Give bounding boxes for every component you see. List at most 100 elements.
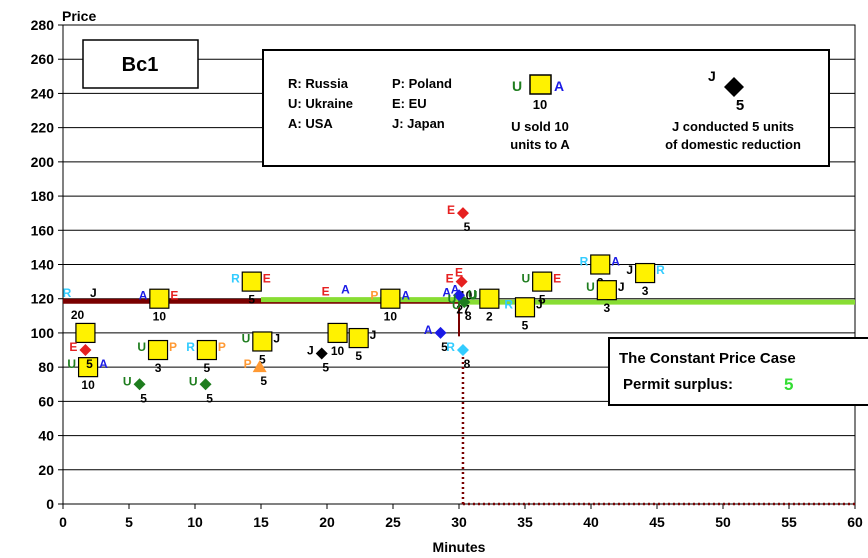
trade-seller-label: U [242, 331, 251, 345]
x-tick-label: 40 [583, 514, 599, 530]
legend-entry: E: EU [392, 96, 427, 111]
trade-quantity-label: 5 [522, 318, 529, 332]
x-tick-label: 60 [847, 514, 863, 530]
info-box-surplus-label: Permit surplus: [623, 376, 733, 393]
trade-seller-label: R [186, 340, 195, 354]
legend-reduction-diamond [724, 77, 744, 97]
trade-seller-label: A [139, 289, 148, 303]
trade-marker [348, 327, 369, 349]
trade-buyer-label: P [169, 340, 177, 354]
reduction-marker [455, 275, 468, 288]
trade-marker [149, 288, 170, 309]
y-tick-label: 80 [38, 359, 54, 375]
loose-label: U [468, 288, 477, 302]
reduction-country-label: E [69, 340, 77, 354]
x-tick-label: 35 [517, 514, 533, 530]
reduction-marker [456, 344, 469, 357]
legend-reduction-caption: of domestic reduction [665, 137, 801, 152]
reduction-country-label: R [446, 340, 455, 354]
x-tick-label: 55 [781, 514, 797, 530]
trade-quantity-label: 3 [642, 284, 649, 298]
trade-seller-label: U [67, 357, 76, 371]
legend-trade-seller: U [512, 78, 522, 94]
y-tick-label: 220 [31, 120, 55, 136]
trade-buyer-label: J [273, 331, 280, 345]
trade-buyer-label: E [263, 272, 271, 286]
trade-buyer-label: A [99, 357, 108, 371]
legend-entry: J: Japan [392, 116, 445, 131]
trade-quantity-label: 10 [331, 344, 345, 358]
trade-marker [635, 262, 656, 284]
legend-trade-square [529, 74, 552, 95]
trade-marker [532, 271, 553, 292]
reduction-country-label: A [442, 285, 451, 299]
info-box-title: The Constant Price Case [619, 350, 796, 367]
trade-seller-label: U [137, 340, 146, 354]
trade-marker [514, 297, 536, 318]
chart-marks: UA10AE10UP3RP5RE5UJ510J5PA10U2RJ5UE5RA3U… [63, 203, 665, 405]
reduction-quantity-label: 5 [441, 340, 448, 354]
y-tick-label: 160 [31, 222, 55, 238]
y-axis-title: Price [62, 8, 96, 24]
y-tick-label: 120 [31, 291, 55, 307]
trade-seller-label: R [504, 297, 513, 311]
trade-quantity-label: 5 [204, 361, 211, 375]
trade-buyer-label: E [170, 289, 178, 303]
reduction-quantity-label: 5 [140, 391, 147, 405]
trade-marker [596, 280, 617, 301]
loose-label: A [341, 283, 350, 297]
trade-buyer-label: R [656, 263, 665, 277]
trade-buyer-label: E [553, 272, 561, 286]
trade-buyer-label: A [611, 255, 620, 269]
reduction-quantity-label: 5 [206, 391, 213, 405]
trade-quantity-label: 3 [155, 361, 162, 375]
y-axis-ticks: 0 20 40 60 80 100 120 140 160 180 200 220 240 260 280 [31, 17, 63, 512]
legend-reduction-caption: J conducted 5 units [672, 119, 794, 134]
chart-title: Bc1 [122, 54, 159, 76]
x-tick-label: 30 [451, 514, 467, 530]
reduction-country-label: J [307, 343, 314, 357]
x-tick-label: 15 [253, 514, 269, 530]
loose-label: E [322, 284, 330, 298]
loose-label: A [451, 283, 460, 297]
reduction-marker [79, 344, 92, 357]
y-tick-label: 260 [31, 51, 55, 67]
trade-seller-label: U [586, 280, 595, 294]
trade-buyer-label: J [536, 297, 543, 311]
legend-entry: P: Poland [392, 76, 452, 91]
trade-marker [380, 288, 401, 309]
reduction-quantity-label: 8 [465, 309, 472, 323]
x-tick-label: 50 [715, 514, 731, 530]
chart-title-box: Bc1 [82, 39, 199, 89]
x-tick-label: 45 [649, 514, 665, 530]
trade-buyer-label: P [218, 340, 226, 354]
legend-trade-caption: units to A [510, 137, 570, 152]
trade-marker [77, 357, 99, 378]
trade-seller-label: R [231, 272, 240, 286]
x-tick-label: 20 [319, 514, 335, 530]
trade-marker [479, 288, 500, 309]
legend-reduction-quantity: 5 [736, 97, 744, 114]
trade-marker [590, 254, 611, 275]
loose-label: 20 [71, 308, 85, 322]
reduction-country-label: E [447, 203, 455, 217]
reduction-marker [458, 296, 471, 309]
y-tick-label: 280 [31, 17, 55, 33]
x-tick-label: 25 [385, 514, 401, 530]
reduction-country-label: U [448, 292, 457, 306]
y-tick-label: 200 [31, 154, 55, 170]
trade-quantity-label: 2 [486, 310, 493, 324]
reduction-quantity-label: 5 [86, 357, 93, 371]
y-tick-label: 60 [38, 393, 54, 409]
y-tick-label: 180 [31, 188, 55, 204]
trade-marker [75, 322, 96, 344]
trade-marker [147, 339, 169, 361]
x-tick-label: 5 [125, 514, 133, 530]
trade-marker [241, 271, 262, 292]
trade-quantity-label: 5 [539, 293, 546, 307]
trade-seller-label: P [370, 289, 378, 303]
legend-box: R: Russia U: Ukraine A: USA P: Poland E:… [262, 49, 830, 167]
trade-quantity-label: 5 [259, 352, 266, 366]
trade-quantity-label: 10 [81, 378, 95, 392]
